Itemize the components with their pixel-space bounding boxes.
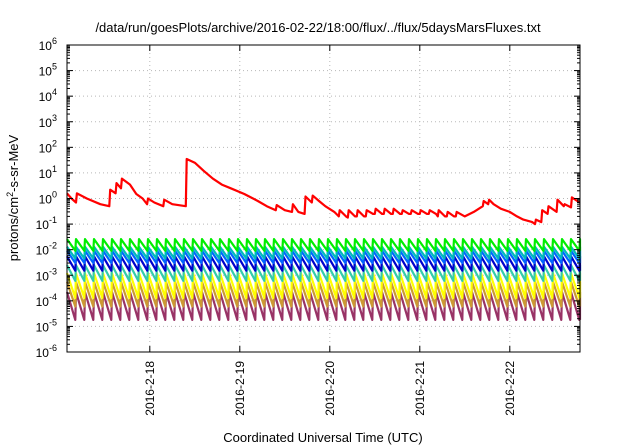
- y-tick-label: 100: [39, 190, 57, 207]
- y-tick-labels: 10-6 10-5 10-4 10-3 10-2 10-1 100 101 102 103 104 1…: [36, 36, 57, 360]
- x-tick-label: 2016-2-22: [503, 361, 517, 416]
- series-line: [66, 238, 582, 252]
- y-axis-label: protons/cm2-s-sr-MeV: [5, 134, 21, 261]
- y-axis-label-rest: -s-sr-MeV: [6, 134, 21, 191]
- x-axis-label: Coordinated Universal Time (UTC): [223, 430, 422, 445]
- y-axis-label-sup: 2: [5, 192, 15, 197]
- x-tick-label: 2016-2-21: [413, 361, 427, 416]
- y-tick-label: 101: [39, 164, 57, 181]
- plot-frame: [66, 44, 581, 353]
- x-tick-label: 2016-2-18: [143, 361, 157, 416]
- y-tick-label: 103: [39, 113, 57, 130]
- y-tick-label: 10-4: [36, 292, 57, 309]
- y-tick-label: 105: [39, 62, 57, 79]
- y-axis-label-base: protons/cm: [6, 197, 21, 261]
- y-tick-label: 10-3: [36, 266, 57, 283]
- y-tick-label: 10-1: [36, 215, 57, 232]
- y-tick-label: 106: [39, 36, 57, 53]
- y-tick-label: 102: [39, 138, 57, 155]
- chart-title: /data/run/goesPlots/archive/2016-02-22/1…: [95, 20, 541, 35]
- series-line: [66, 157, 581, 226]
- series-group: [65, 157, 582, 321]
- y-tick-label: 10-6: [36, 343, 57, 360]
- y-tick-label: 10-5: [36, 317, 57, 334]
- x-tick-labels: 2016-2-18 2016-2-19 2016-2-20 2016-2-21 2016…: [143, 361, 517, 416]
- x-tick-label: 2016-2-19: [233, 361, 247, 416]
- y-tick-label: 104: [39, 87, 57, 104]
- y-tick-label: 10-2: [36, 241, 57, 258]
- x-tick-label: 2016-2-20: [323, 361, 337, 416]
